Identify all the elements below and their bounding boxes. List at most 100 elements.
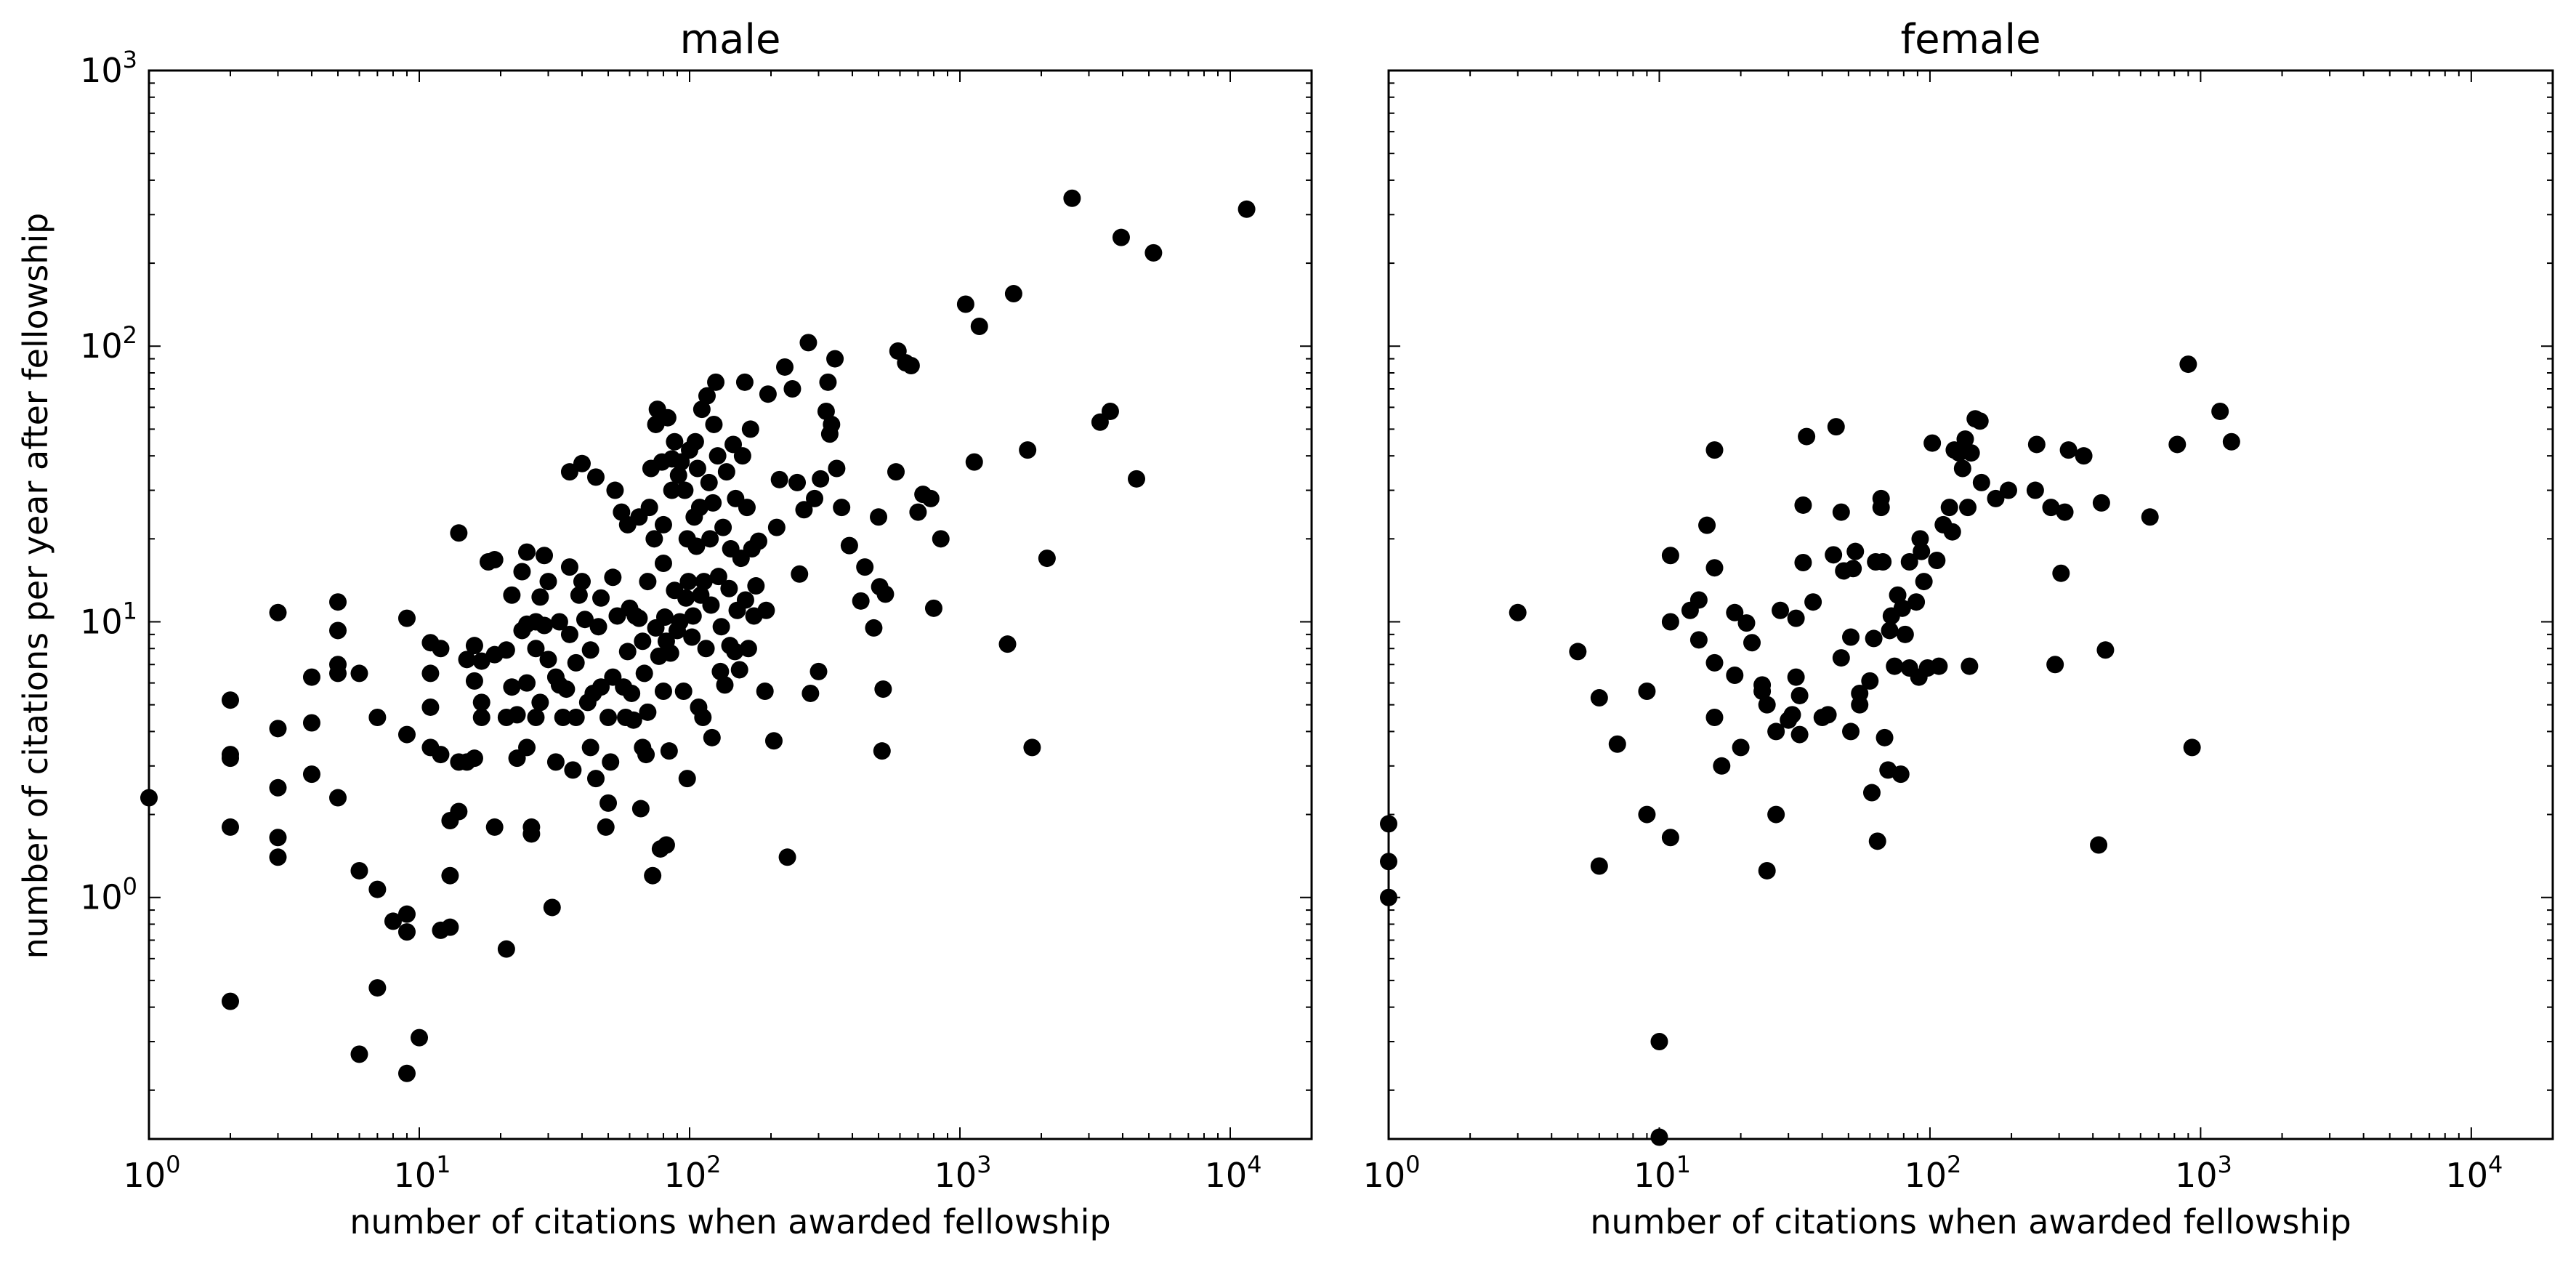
- male-data-point: [634, 632, 652, 651]
- female-data-point: [1726, 603, 1744, 621]
- male-data-point: [397, 1064, 416, 1082]
- male-data-point: [705, 415, 723, 433]
- male-data-point: [1023, 738, 1041, 757]
- male-data-point: [711, 662, 730, 680]
- male-data-point: [497, 641, 515, 659]
- female-data-point: [1590, 689, 1608, 707]
- female-data-point: [1950, 444, 1968, 462]
- male-data-point: [597, 818, 615, 836]
- male-data-point: [828, 459, 846, 478]
- female-data-point: [1940, 499, 1958, 517]
- male-data-point: [823, 415, 841, 433]
- male-data-point: [329, 593, 347, 611]
- female-data-point: [1874, 553, 1892, 571]
- male-data-point: [806, 489, 824, 507]
- male-data-point: [1112, 228, 1130, 246]
- female-data-point: [1608, 735, 1626, 753]
- male-y-tick-label: 101: [80, 597, 137, 641]
- male-data-point: [269, 603, 287, 621]
- female-data-point: [1726, 666, 1744, 684]
- male-data-point: [902, 357, 920, 375]
- male-data-point: [887, 463, 905, 481]
- male-data-point: [573, 573, 591, 591]
- male-data-point: [567, 653, 585, 672]
- female-x-tick-label: 104: [2445, 1151, 2503, 1195]
- male-tick-labels: 100 101 102 103 104 100 101 102 103: [80, 46, 1261, 1195]
- male-data-point: [485, 551, 504, 569]
- female-data-point: [1913, 542, 1931, 560]
- male-data-point: [690, 499, 708, 517]
- male-data-point: [221, 746, 239, 764]
- female-data-point: [2222, 432, 2240, 451]
- female-data-point: [1844, 560, 1862, 578]
- male-data-point: [741, 420, 759, 438]
- male-data-point: [735, 373, 754, 391]
- female-data-point: [1911, 530, 1929, 548]
- male-data-point: [350, 1045, 368, 1063]
- female-data-point: [1787, 609, 1805, 627]
- female-data-point: [1772, 601, 1790, 619]
- male-data-point: [802, 684, 820, 702]
- female-data-point: [1971, 412, 1989, 430]
- male-y-tick-label: 100: [80, 873, 137, 917]
- male-data-point: [522, 818, 541, 836]
- female-data-point: [1705, 653, 1724, 672]
- male-data-point: [567, 709, 585, 727]
- male-data-point: [350, 861, 368, 879]
- female-plot-frame: [1387, 69, 2554, 1140]
- female-data-point: [1987, 489, 2005, 507]
- female-data-point: [1790, 686, 1809, 704]
- male-data-point: [998, 635, 1017, 653]
- male-data-point: [645, 530, 663, 548]
- female-data-point: [1900, 553, 1918, 571]
- female-data-point: [1787, 668, 1805, 686]
- female-x-axis-label: number of citations when awarded fellows…: [1590, 1202, 2351, 1241]
- male-x-tick-label: 102: [664, 1151, 722, 1195]
- male-data-point: [702, 596, 720, 614]
- male-data-point: [767, 518, 786, 536]
- male-x-tick-label: 103: [934, 1151, 992, 1195]
- male-data-point: [472, 652, 490, 670]
- male-data-point: [368, 709, 387, 727]
- male-data-point: [688, 459, 706, 478]
- male-data-point: [701, 530, 719, 548]
- female-data-point: [1886, 657, 1904, 675]
- male-x-axis-label: number of citations when awarded fellows…: [350, 1202, 1110, 1241]
- male-data-point: [956, 295, 974, 313]
- male-data-point: [539, 573, 557, 591]
- male-data-point: [441, 866, 459, 885]
- male-data-point: [411, 1028, 429, 1047]
- male-data-point: [508, 706, 526, 724]
- male-data-point: [513, 563, 531, 581]
- female-data-point: [1972, 473, 1990, 491]
- female-data-point: [1689, 591, 1708, 609]
- female-data-point: [2027, 435, 2046, 454]
- male-data-point: [397, 725, 416, 744]
- male-data-point: [450, 802, 468, 821]
- male-data-point: [637, 746, 655, 764]
- male-data-point: [329, 656, 347, 674]
- female-x-tick-label: 102: [1904, 1151, 1961, 1195]
- male-data-point: [708, 447, 727, 465]
- male-data-point: [546, 753, 565, 771]
- female-data-point: [1804, 593, 1822, 611]
- male-data-point: [531, 693, 549, 712]
- male-data-point: [756, 682, 774, 700]
- male-data-point: [421, 698, 440, 716]
- male-data-point: [384, 912, 402, 930]
- male-data-point: [368, 880, 387, 898]
- male-data-point: [770, 470, 788, 488]
- male-data-point: [503, 586, 521, 604]
- male-data-point: [644, 866, 662, 885]
- male-data-point: [778, 848, 796, 866]
- male-data-point: [465, 672, 483, 690]
- male-data-point: [666, 432, 684, 451]
- male-data-point: [788, 473, 807, 491]
- male-data-point: [581, 738, 599, 757]
- male-data-point: [639, 703, 657, 721]
- male-data-point: [678, 770, 696, 788]
- female-data-point: [2096, 641, 2115, 659]
- male-data-point: [726, 643, 744, 661]
- male-data-point: [738, 499, 756, 517]
- female-data-point: [1590, 857, 1608, 875]
